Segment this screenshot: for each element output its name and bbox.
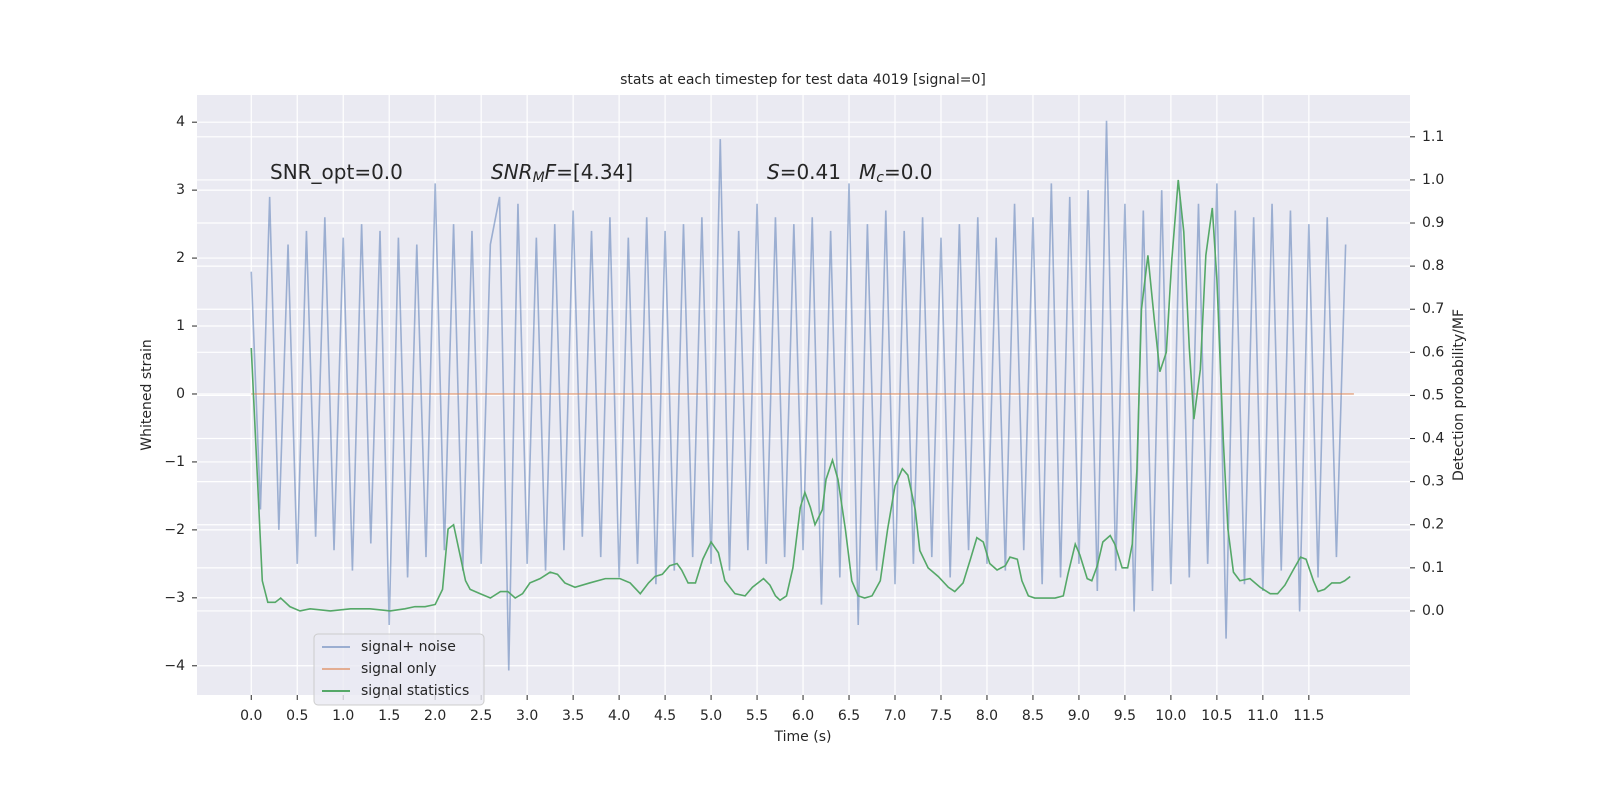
- y-tick-label: 2: [176, 250, 185, 266]
- legend-label: signal statistics: [361, 683, 469, 699]
- chart-title: stats at each timestep for test data 401…: [620, 72, 986, 88]
- x-tick-label: 4.0: [608, 708, 630, 724]
- annotation-part: =[4.34]: [556, 160, 633, 184]
- x-tick-label: 5.5: [746, 708, 768, 724]
- x-tick-label: 6.5: [838, 708, 860, 724]
- x-tick-label: 10.0: [1155, 708, 1186, 724]
- y2-tick-label: 1.1: [1422, 129, 1444, 145]
- annotation: Mc=0.0: [859, 160, 933, 187]
- y2-tick-label: 0.5: [1422, 387, 1444, 403]
- annotation-part: S: [767, 160, 780, 184]
- x-tick-label: 1.5: [378, 708, 400, 724]
- x-tick-label: 11.0: [1247, 708, 1278, 724]
- series-line: [250, 179, 1351, 612]
- y-tick-label: −2: [164, 522, 185, 538]
- legend-box: [313, 633, 485, 706]
- annotation: S=0.41: [767, 160, 841, 184]
- y-axis-label: Whitened strain: [139, 339, 155, 450]
- annotation-part: SNR: [491, 160, 533, 184]
- y-tick-label: 4: [176, 114, 185, 130]
- annotation: SNR_opt=0.0: [270, 160, 403, 184]
- x-tick-label: 9.5: [1114, 708, 1136, 724]
- annotation-part: =0.0: [884, 160, 933, 184]
- x-tick-label: 10.5: [1201, 708, 1232, 724]
- y2-tick-label: 0.0: [1422, 603, 1444, 619]
- y2-axis-label: Detection probability/MF: [1451, 309, 1467, 481]
- annotation-part: c: [876, 170, 884, 186]
- x-tick-label: 8.5: [1022, 708, 1044, 724]
- y2-tick-label: 0.4: [1422, 431, 1444, 447]
- x-tick-label: 4.5: [654, 708, 676, 724]
- y2-tick-label: 0.9: [1422, 215, 1444, 231]
- annotation: SNRMF=[4.34]: [491, 160, 633, 187]
- y-tick-label: 3: [176, 182, 185, 198]
- x-tick-label: 2.5: [470, 708, 492, 724]
- annotation-part: SNR_opt=0.0: [270, 160, 403, 184]
- y2-tick-label: 0.7: [1422, 301, 1444, 317]
- legend-label: signal+ noise: [361, 639, 456, 655]
- x-tick-label: 6.0: [792, 708, 814, 724]
- x-tick-label: 0.5: [286, 708, 308, 724]
- x-tick-label: 2.0: [424, 708, 446, 724]
- annotation-part: M: [859, 160, 876, 184]
- x-tick-label: 7.5: [930, 708, 952, 724]
- x-tick-label: 0.0: [240, 708, 262, 724]
- annotation-part: =0.41: [780, 160, 841, 184]
- x-tick-label: 5.0: [700, 708, 722, 724]
- x-tick-label: 1.0: [332, 708, 354, 724]
- x-axis-label: Time (s): [774, 729, 832, 745]
- x-tick-label: 7.0: [884, 708, 906, 724]
- y-tick-label: 1: [176, 318, 185, 334]
- x-tick-label: 3.0: [516, 708, 538, 724]
- y2-tick-label: 1.0: [1422, 172, 1444, 188]
- series-line: [250, 120, 1347, 671]
- y2-tick-label: 0.6: [1422, 344, 1444, 360]
- x-tick-label: 9.0: [1068, 708, 1090, 724]
- annotation-part: M: [533, 170, 545, 186]
- y-tick-label: −1: [164, 454, 185, 470]
- y2-tick-label: 0.3: [1422, 474, 1444, 490]
- x-tick-label: 11.5: [1293, 708, 1324, 724]
- legend: signal+ noise signal only signal statistic…: [313, 633, 485, 706]
- y2-tick-label: 0.1: [1422, 560, 1444, 576]
- y-tick-label: −4: [164, 658, 185, 674]
- legend-label: signal only: [361, 661, 436, 677]
- y-tick-label: 0: [176, 386, 185, 402]
- x-tick-label: 8.0: [976, 708, 998, 724]
- annotation-part: F: [545, 160, 557, 184]
- x-tick-label: 3.5: [562, 708, 584, 724]
- y-tick-label: −3: [164, 590, 185, 606]
- y2-tick-label: 0.8: [1422, 258, 1444, 274]
- y2-tick-label: 0.2: [1422, 517, 1444, 533]
